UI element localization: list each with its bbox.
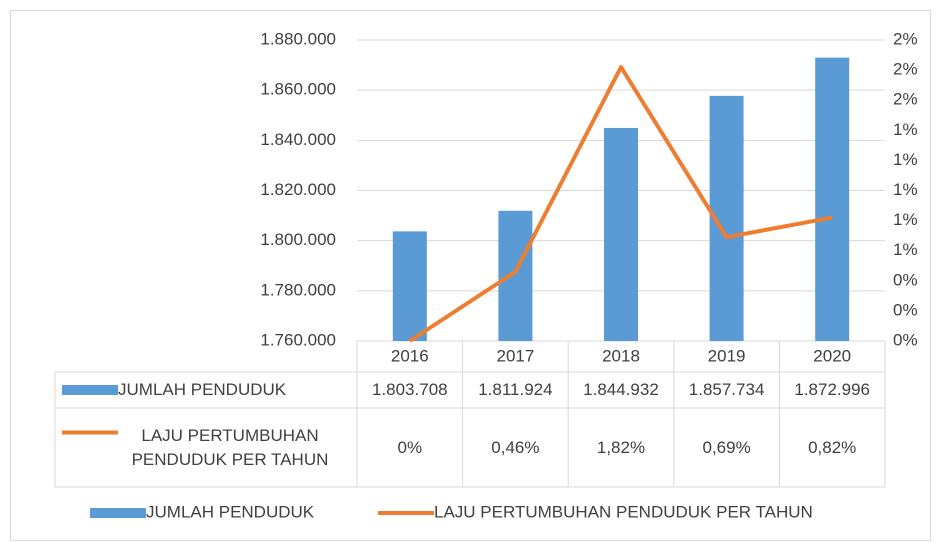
data-label: 1.857.734 <box>688 380 765 399</box>
table-series-name: JUMLAH PENDUDUK <box>118 380 287 399</box>
y2-tick-label: 0% <box>893 300 918 319</box>
y2-tick-label: 1% <box>893 120 918 139</box>
chart-border <box>10 10 931 541</box>
x-tick-label: 2019 <box>708 346 746 365</box>
y2-tick-label: 2% <box>893 90 918 109</box>
x-tick-label: 2017 <box>496 346 534 365</box>
table-series-name: LAJU PERTUMBUHAN PENDUDUK PER TAHUN <box>131 425 329 469</box>
y-tick-label: 1.780.000 <box>260 280 336 299</box>
y-tick-label: 1.860.000 <box>260 80 336 99</box>
y-tick-label: 1.820.000 <box>260 180 336 199</box>
legend-key <box>90 508 146 518</box>
y-tick-label: 1.840.000 <box>260 130 336 149</box>
x-tick-label: 2018 <box>602 346 640 365</box>
data-label: 0% <box>397 437 423 457</box>
line <box>408 65 833 343</box>
data-label: 1.872.996 <box>794 380 870 399</box>
y2-tick-label: 1% <box>893 150 918 169</box>
bar <box>604 127 638 341</box>
bar <box>498 210 533 341</box>
data-label: 0,82% <box>808 437 857 457</box>
legend-label: JUMLAH PENDUDUK <box>146 502 315 521</box>
legend-key <box>62 385 118 395</box>
y2-tick-label: 1% <box>893 210 918 229</box>
y2-tick-label: 2% <box>893 60 918 79</box>
x-tick-label: 2020 <box>813 346 851 365</box>
legend-label: LAJU PERTUMBUHAN PENDUDUK PER TAHUN <box>434 502 813 521</box>
data-label: 1.803.708 <box>371 380 448 399</box>
y2-tick-label: 1% <box>893 240 918 259</box>
x-tick-label: 2016 <box>391 346 429 365</box>
data-label: 0,69% <box>702 437 751 457</box>
data-label: 1.811.924 <box>478 380 553 399</box>
data-label: 1.844.932 <box>583 380 659 399</box>
y2-tick-label: 0% <box>893 330 918 349</box>
y2-tick-label: 1% <box>893 180 918 199</box>
y-tick-label: 1.800.000 <box>260 230 336 249</box>
y2-tick-label: 2% <box>893 29 918 48</box>
y-tick-label: 1.760.000 <box>260 330 336 349</box>
bar <box>815 57 850 342</box>
bar <box>392 231 427 341</box>
y-tick-label: 1.880.000 <box>260 29 336 48</box>
data-label: 0,46% <box>491 437 540 457</box>
y2-tick-label: 0% <box>893 270 918 289</box>
data-label: 1,82% <box>596 437 646 457</box>
